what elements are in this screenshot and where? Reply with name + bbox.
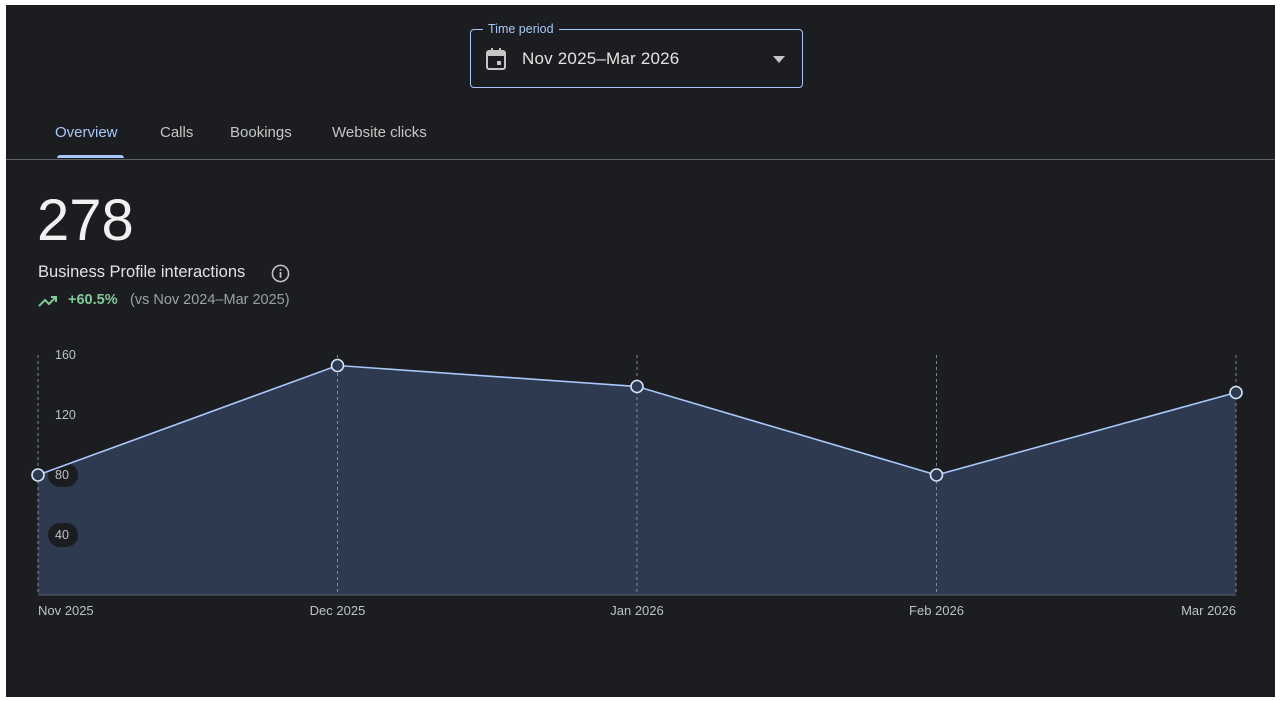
y-tick-pill — [48, 523, 78, 547]
metric-label: Business Profile interactions — [38, 263, 246, 281]
metric-value: 278 — [37, 188, 134, 253]
change-percent: +60.5% — [68, 292, 118, 308]
x-tick-label: Feb 2026 — [909, 603, 964, 618]
tab-bar: Overview Calls Bookings Website clicks — [6, 115, 1275, 160]
x-tick-label: Mar 2026 — [1181, 603, 1236, 618]
time-period-value: Nov 2025–Mar 2026 — [522, 49, 680, 68]
tab-calls[interactable]: Calls — [160, 124, 194, 141]
x-tick-label: Jan 2026 — [610, 603, 664, 618]
tab-bookings[interactable]: Bookings — [230, 124, 292, 141]
tabs-divider — [6, 159, 1275, 160]
data-point — [31, 468, 45, 482]
x-tick-label: Dec 2025 — [310, 603, 366, 618]
trending-up-icon — [38, 296, 57, 307]
data-point — [929, 468, 944, 482]
data-point — [1229, 385, 1243, 400]
time-period-label: Time period — [483, 22, 559, 36]
info-icon[interactable] — [271, 264, 290, 283]
calendar-icon — [486, 48, 506, 70]
interactions-area-chart: 40 80 120 160 Nov 2025 Dec 2025 Jan 2026 Feb 20… — [31, 348, 1243, 618]
y-tick-label: 160 — [55, 348, 76, 362]
time-period-select[interactable]: Time period Nov 2025–Mar 2026 — [470, 22, 803, 88]
active-tab-indicator — [57, 155, 124, 158]
chevron-down-icon[interactable] — [773, 56, 785, 63]
y-tick-label: 80 — [55, 468, 69, 482]
tab-overview[interactable]: Overview — [55, 124, 118, 141]
y-tick-label: 120 — [55, 408, 76, 422]
comparison-period: (vs Nov 2024–Mar 2025) — [130, 292, 290, 308]
x-tick-label: Nov 2025 — [38, 603, 94, 618]
data-point — [630, 379, 644, 394]
data-point — [330, 358, 345, 373]
y-tick-label: 40 — [55, 528, 69, 542]
tab-website-clicks[interactable]: Website clicks — [332, 124, 427, 141]
interactions-panel: Time period Nov 2025–Mar 2026 Overview C… — [6, 5, 1275, 697]
